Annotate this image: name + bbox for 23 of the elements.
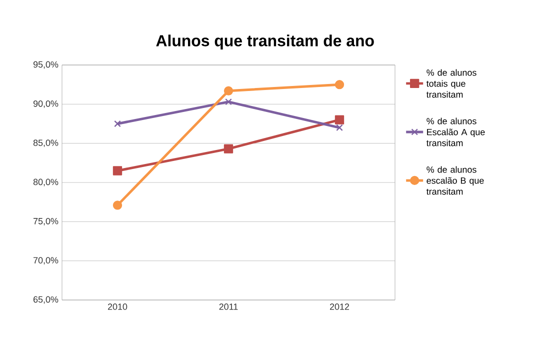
x-tick-label: 2011 — [219, 304, 238, 310]
y-tick-label: 65,0% — [34, 296, 58, 304]
point — [225, 98, 232, 106]
legend-label: % de alunos escalão B que transitam — [426, 166, 484, 195]
y-tick-label: 90,0% — [33, 100, 58, 108]
y-tick-label: 75,0% — [34, 218, 58, 226]
point — [334, 80, 344, 90]
point — [224, 86, 234, 96]
point — [114, 120, 121, 128]
y-tick-label: 85,0% — [33, 140, 58, 148]
x-tick-label: 2010 — [108, 304, 128, 310]
point — [224, 144, 234, 154]
point — [112, 166, 122, 176]
chart-title: Alunos que transitam de ano — [156, 34, 374, 50]
y-tick-label: 80,0% — [33, 178, 58, 186]
y-tick-label: 95,0% — [33, 61, 58, 69]
y-tick-label: 70,0% — [34, 257, 58, 265]
legend-label: % de alunos totais que transitam — [426, 69, 476, 98]
point — [336, 124, 343, 132]
legend-label: % de alunos Escalão A que transitam — [426, 118, 485, 146]
x-tick-label: 2012 — [330, 304, 350, 310]
point — [112, 200, 122, 210]
point — [334, 115, 344, 124]
